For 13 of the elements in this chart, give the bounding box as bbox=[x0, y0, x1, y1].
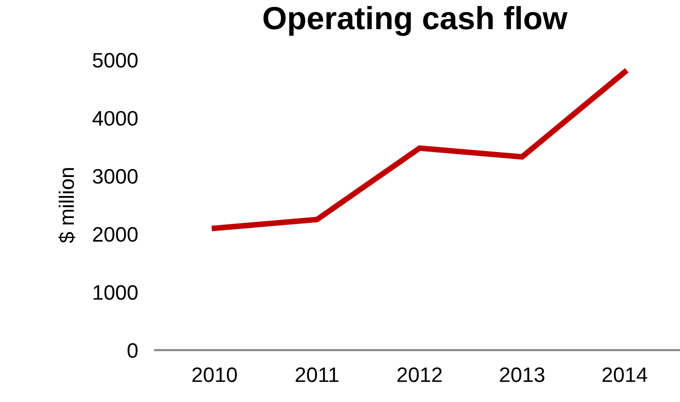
y-tick-label: 3000 bbox=[92, 168, 138, 184]
y-tick-label: 4000 bbox=[92, 110, 138, 126]
x-tick-label: 2011 bbox=[296, 367, 338, 382]
y-tick-label: 0 bbox=[128, 343, 138, 358]
chart-title: Operating cash flow bbox=[263, 6, 568, 36]
x-tick-label: 2010 bbox=[192, 367, 237, 382]
y-axis-title: $ million bbox=[58, 168, 76, 243]
x-tick-label: 2013 bbox=[500, 367, 544, 382]
y-tick-label: 2000 bbox=[93, 227, 138, 242]
x-tick-label: 2014 bbox=[602, 367, 648, 382]
y-tick-label: 1000 bbox=[94, 285, 138, 300]
y-tick-label: 5000 bbox=[92, 52, 138, 68]
x-tick-label: 2012 bbox=[397, 367, 442, 382]
